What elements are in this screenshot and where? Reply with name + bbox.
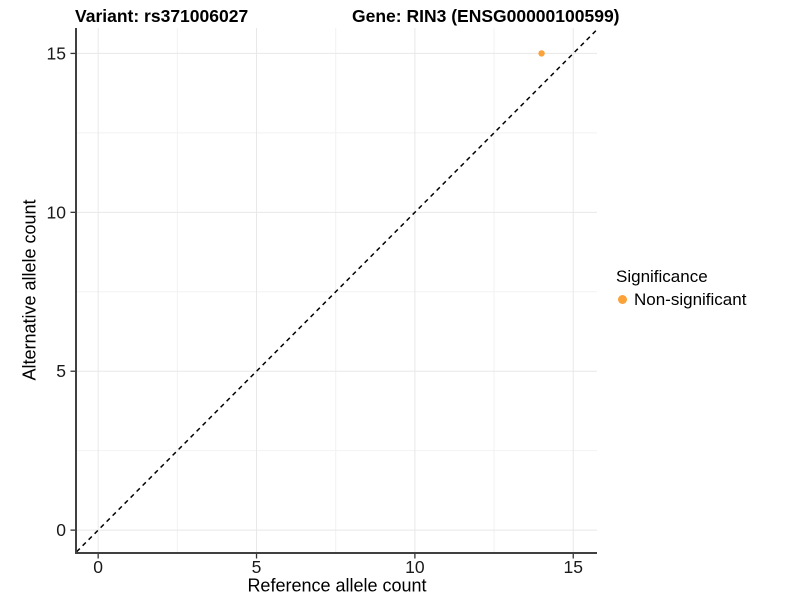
x-tick-label: 5 [252, 557, 262, 577]
legend-title: Significance [616, 267, 708, 286]
data-point [538, 50, 545, 57]
legend-item-label: Non-significant [634, 290, 747, 309]
x-axis-title: Reference allele count [247, 575, 427, 596]
plot-title-variant: Variant: rs371006027 [75, 6, 249, 26]
legend-marker-circle-icon [618, 295, 627, 304]
x-tick-label: 10 [405, 557, 425, 577]
legend-item-non-significant: Non-significant [616, 289, 746, 310]
y-tick-label: 10 [47, 202, 67, 222]
legend: Significance Non-significant [616, 266, 746, 310]
x-tick-label: 15 [564, 557, 583, 577]
y-axis-title: Alternative allele count [19, 199, 40, 381]
y-tick-label: 0 [56, 520, 66, 540]
plot-title-gene: Gene: RIN3 (ENSG00000100599) [352, 6, 620, 26]
x-tick-label: 0 [93, 557, 103, 577]
y-tick-label: 15 [47, 43, 66, 63]
y-tick-label: 5 [56, 361, 66, 381]
identity-reference-line [76, 29, 598, 553]
